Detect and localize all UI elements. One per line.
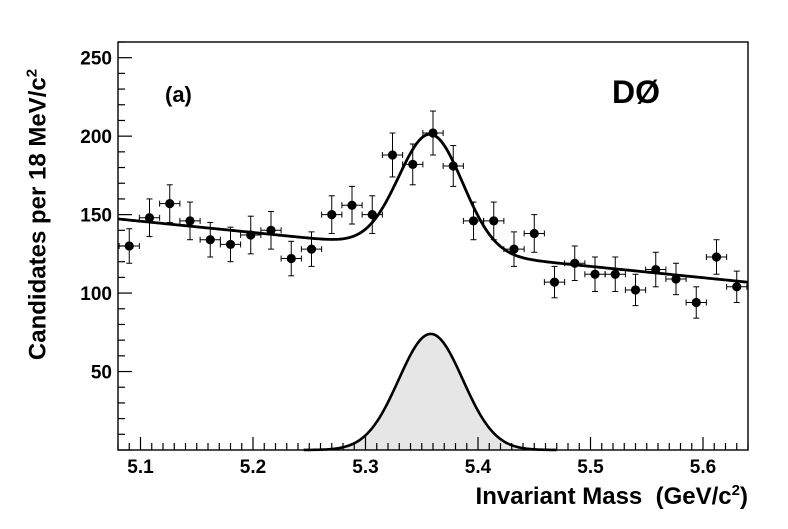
fit-curve <box>117 132 749 284</box>
data-point <box>361 195 383 234</box>
data-marker <box>144 213 155 223</box>
y-tick-label: 100 <box>80 284 112 305</box>
data-point <box>442 145 464 187</box>
experiment-label: DØ <box>612 74 660 110</box>
data-marker <box>489 216 499 226</box>
data-point <box>179 201 201 241</box>
data-point <box>543 265 566 299</box>
data-marker <box>347 200 357 210</box>
x-tick-label: 5.4 <box>465 457 492 478</box>
data-marker <box>651 264 661 275</box>
panel-label: (a) <box>165 82 192 107</box>
x-axis-title: Invariant Mass (GeV/c2) <box>476 482 748 511</box>
data-point <box>159 184 181 223</box>
data-point <box>624 273 647 307</box>
x-tick-label: 5.3 <box>352 457 378 478</box>
data-point <box>138 198 161 238</box>
data-marker <box>529 228 539 239</box>
data-point <box>280 240 302 277</box>
data-point <box>564 245 586 282</box>
data-marker <box>205 235 215 245</box>
x-axis-units-close: ) <box>740 483 748 510</box>
data-point <box>503 231 525 267</box>
y-axis-title-exp: 2 <box>23 68 41 78</box>
data-marker <box>691 297 701 308</box>
data-marker <box>711 252 722 262</box>
data-marker <box>732 282 742 292</box>
y-tick-label: 250 <box>80 49 112 70</box>
y-axis-title-text: Candidates per 18 MeV/c <box>24 77 52 361</box>
data-marker <box>225 239 236 250</box>
data-marker <box>246 230 256 240</box>
data-marker <box>185 216 195 226</box>
x-tick-label: 5.6 <box>690 457 716 478</box>
signal-fill <box>303 333 557 450</box>
data-marker <box>408 159 418 169</box>
data-point <box>726 270 748 303</box>
data-marker <box>570 258 580 268</box>
data-marker <box>509 244 519 254</box>
data-marker <box>549 277 560 287</box>
y-axis-title: Candidates per 18 MeV/c2 <box>24 5 53 425</box>
data-point <box>523 214 545 253</box>
data-point <box>381 132 404 178</box>
data-point <box>685 286 707 319</box>
data-marker <box>630 285 641 295</box>
data-point <box>665 262 687 296</box>
data-point <box>705 239 728 275</box>
data-marker <box>468 216 479 226</box>
data-point <box>240 215 262 255</box>
data-marker <box>266 225 276 235</box>
x-tick-label: 5.5 <box>577 457 604 478</box>
data-marker <box>448 161 458 171</box>
data-point <box>341 185 363 225</box>
data-marker <box>165 199 175 209</box>
data-marker <box>306 244 317 254</box>
data-point <box>645 251 667 288</box>
data-point <box>584 256 606 293</box>
data-point <box>300 231 323 267</box>
data-point <box>422 110 444 156</box>
data-marker <box>610 269 620 279</box>
data-marker <box>124 241 134 251</box>
data-marker <box>367 210 377 220</box>
data-point <box>402 143 424 186</box>
data-marker <box>671 274 681 284</box>
data-point <box>219 226 242 263</box>
data-point <box>321 195 343 234</box>
y-tick-label: 50 <box>91 363 112 384</box>
data-marker <box>590 269 600 279</box>
signal-curve <box>303 332 557 452</box>
data-point <box>462 201 485 241</box>
data-marker <box>286 253 296 264</box>
data-marker <box>327 210 337 220</box>
data-point <box>483 201 505 241</box>
x-axis-title-text: Invariant Mass <box>475 483 643 510</box>
x-axis-units-exp: 2 <box>731 482 740 499</box>
x-tick-label: 5.1 <box>127 457 154 478</box>
data-marker <box>428 128 438 138</box>
data-point <box>260 210 282 250</box>
x-axis-units: (GeV/c <box>655 483 732 510</box>
data-point <box>604 256 626 293</box>
y-tick-label: 200 <box>80 127 112 148</box>
x-tick-label: 5.2 <box>240 457 266 478</box>
data-marker <box>387 150 398 160</box>
y-tick-label: 150 <box>80 206 112 227</box>
